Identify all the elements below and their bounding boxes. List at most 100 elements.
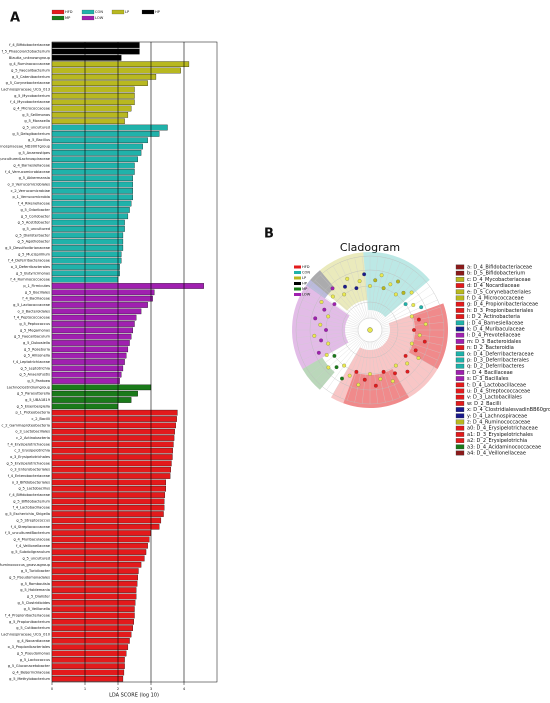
clade-node [419,305,424,310]
legend-label: w: D_2_Bacilli [467,401,501,407]
clade-node [330,294,335,299]
bar-label: g_4_Nocardiaceae [17,639,51,643]
clade-branch [305,335,360,368]
clade-branch [332,340,365,395]
clade-node [316,350,321,355]
legend-swatch [455,270,465,276]
clade-node [388,282,393,287]
bar-label: c_2_Gammaproteobacteria [1,423,50,427]
bar [51,194,133,201]
bar [51,511,164,517]
bar-label: f_4_Propionibacteriaceae [5,613,51,617]
bar-label: Lachnospiraceae_ND3007group [0,145,51,149]
bar [51,131,160,137]
legend-swatch [455,388,465,394]
clade-node [324,353,329,357]
clade-sector [331,303,449,409]
clade-branch [381,331,444,338]
bar-label: o_3_Lactobacillales [15,430,50,434]
bar-label: g_5_Sellimonas [22,113,50,117]
clade-node [405,369,410,374]
clade-node [416,356,421,360]
clade-branch [374,262,401,320]
clade-node [409,290,414,295]
clade-sector [306,270,335,299]
bar-label: g_5_uncultured [22,126,50,130]
bar-label: g_5_Dialisterbacter [15,233,50,237]
legend-label: a: D_4_Bifidobacteriaceae [467,265,532,271]
bar [51,625,133,631]
bar [51,175,133,182]
bar [51,618,134,625]
legend-swatch [81,15,95,21]
legend-swatch [455,308,465,313]
clade-branch [378,337,426,380]
bar [51,473,171,479]
bar [51,232,124,239]
bar-label: g_5_Catenibacterium [12,75,51,79]
clade-node [411,303,416,307]
bar-label: g_5_Escherichia_Shigella [5,512,50,516]
legend-swatch [455,357,465,363]
legend-swatch [455,363,465,369]
bar [51,340,130,346]
bar-label: f_4_Ruminococcaceae [10,278,50,282]
clade-node [373,278,378,283]
legend-label: z: D_4_Ruminococcaceae [467,420,530,426]
clade-branch [332,265,365,320]
bar [51,523,160,530]
clade-branch [380,334,438,361]
bar-label: p_1_Proteobacteria [16,411,50,415]
legend-label: d: D_4_Nocardiaceae [467,283,520,289]
bar-label: g_5_uncultured [22,556,50,560]
bar [51,327,133,334]
clade-node [401,290,406,295]
clade-node [417,333,422,338]
legend-swatch [294,271,301,274]
cladogram-title: Cladogram [340,241,400,254]
clade-node [322,307,327,312]
legend-label: HFD [65,10,73,14]
bar [51,409,178,416]
clade-node [357,279,362,283]
legend-swatch [455,332,465,338]
bar-label: g_5_Delsgibacterium [12,132,50,136]
legend-swatch [455,301,465,307]
bar [51,61,190,67]
clade-node [396,279,400,284]
bar [51,460,172,467]
bar [51,638,130,644]
bar-label: g_5_Eisenbergiella [17,404,50,408]
bar-label: g_5_Streptococcus [16,518,50,522]
bar [51,435,175,441]
clade-branch [381,314,443,328]
legend-swatch [455,320,465,326]
clade-node [326,365,331,370]
legend-label: a3: D_4_Acidaminococcaceae [467,444,541,450]
clade-branch [305,292,360,325]
bar-label: Lachnospiraceae_UCG_010 [1,632,50,636]
clade-sector [363,252,430,318]
bar [51,137,148,144]
bar [51,156,138,163]
bar [51,644,129,650]
bar-label: f_5_unculturedBacterium [5,531,51,535]
legend-swatch [455,345,465,350]
legend-swatch [455,438,465,443]
bar-label: g_5_Butyricimonas [16,271,50,275]
legend-swatch [455,419,465,425]
bar [51,492,166,498]
clade-branch [296,322,359,329]
clade-node [345,276,350,281]
clade-branch [375,340,408,395]
legend-label: LP [302,276,307,280]
bar-label: g_5_Bifidobacterium [13,499,50,503]
bar-label: g_5_Holdemania [20,588,50,592]
legend-label: HFD [302,265,310,269]
bar [51,213,129,220]
legend-label: CON [302,271,310,275]
bar [51,631,132,638]
bar-label: g_4_Ruminococcaceae [9,62,50,66]
clade-branch [381,332,443,346]
